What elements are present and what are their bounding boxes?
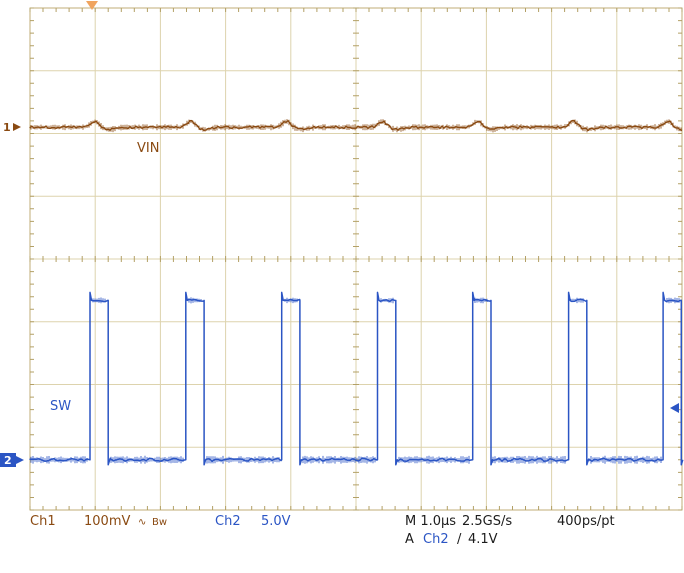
- ch1-bandwidth-limit-label: Bw: [152, 517, 168, 528]
- ch2-waveform: [29, 291, 684, 466]
- trigger-level-readout: 4.1V: [468, 532, 498, 547]
- ch1-marker-number: 1: [3, 120, 11, 134]
- trigger-slope-icon: /: [457, 532, 462, 547]
- ch2-marker-arrow-icon: [15, 455, 24, 464]
- ch1-reference-marker: 1: [3, 121, 21, 133]
- ch1-trace-label: VIN: [137, 141, 160, 156]
- ch1-coupling-icon: ∿: [138, 517, 147, 528]
- ch2-scale-readout: 5.0V: [261, 514, 291, 529]
- ch2-marker-number: 2: [0, 452, 16, 467]
- resolution-readout: 400ps/pt: [557, 514, 615, 529]
- ch1-marker-arrow-icon: [12, 123, 21, 131]
- ch2-noise-band: [30, 297, 680, 464]
- trigger-mode-label: A: [405, 532, 414, 547]
- trigger-source-readout: Ch2: [423, 532, 449, 547]
- ch2-readout-label: Ch2: [215, 514, 241, 529]
- ch2-trace-label: SW: [50, 399, 72, 414]
- ch1-waveform: [29, 119, 683, 132]
- sample-rate-readout: 2.5GS/s: [462, 514, 513, 529]
- ch1-scale-readout: 100mV: [84, 514, 131, 529]
- ch1-readout-label: Ch1: [30, 514, 56, 529]
- trigger-position-marker-icon: [86, 1, 98, 10]
- graticule-ticks: [29, 7, 683, 511]
- trigger-level-arrow-icon: [670, 403, 679, 413]
- timebase-readout: M 1.0µs: [405, 514, 457, 529]
- ch2-reference-marker: 2: [0, 452, 24, 467]
